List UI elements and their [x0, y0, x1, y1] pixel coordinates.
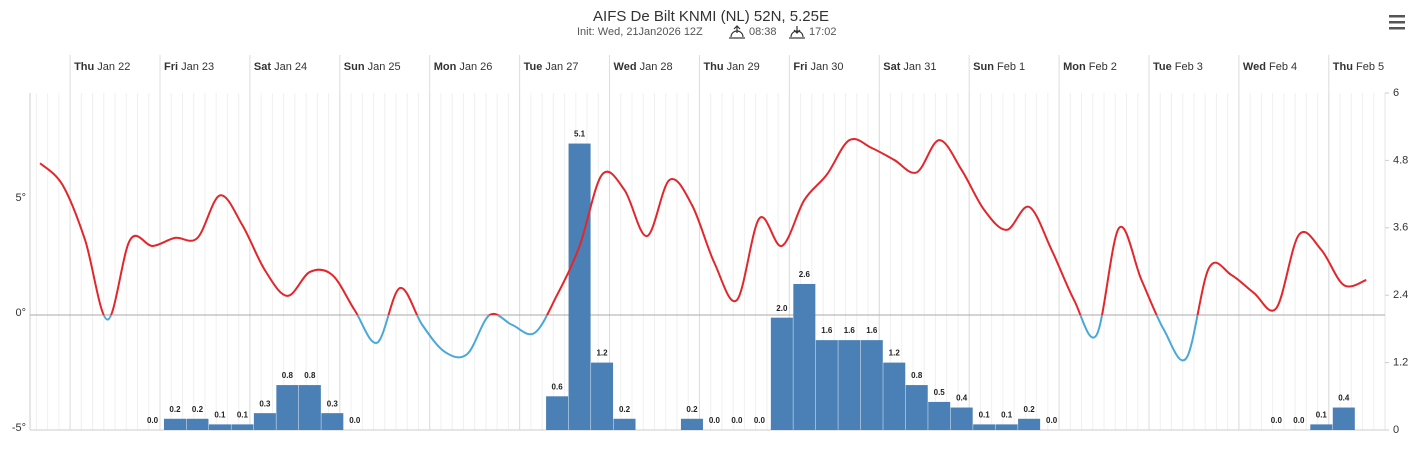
data-label: 0.0	[754, 416, 766, 425]
precip-bar	[1310, 424, 1333, 430]
data-label: 0.2	[1024, 405, 1036, 414]
data-label: 0.1	[214, 410, 226, 419]
data-label: 0.2	[686, 405, 698, 414]
x-tick-label: Wed Feb 4	[1243, 61, 1297, 73]
chart-title: AIFS De Bilt KNMI (NL) 52N, 5.25E	[593, 8, 829, 25]
data-label: 0.2	[192, 405, 204, 414]
precip-bar	[1332, 407, 1355, 430]
precip-bar	[995, 424, 1018, 430]
data-label: 0.2	[619, 405, 631, 414]
y2-tick-label: 3.6	[1393, 222, 1408, 234]
y2-tick-label: 6	[1393, 87, 1399, 99]
data-label: 2.6	[799, 270, 811, 279]
x-tick-label: Thu Jan 22	[74, 61, 130, 73]
data-label: 0.8	[304, 371, 316, 380]
precip-bar	[231, 424, 254, 430]
x-tick-label: Mon Jan 26	[434, 61, 493, 73]
x-tick-label: Fri Jan 23	[164, 61, 214, 73]
y-tick-label: 5°	[15, 192, 26, 204]
precip-bar	[860, 340, 883, 430]
data-label: 5.1	[574, 130, 586, 139]
x-tick-label: Wed Jan 28	[614, 61, 673, 73]
temperature-line	[39, 138, 1367, 362]
data-label: 0.0	[1046, 416, 1058, 425]
x-tick-label: Sun Feb 1	[973, 61, 1025, 73]
precip-bar	[950, 407, 973, 430]
precip-bar	[905, 385, 928, 430]
data-label: 0.4	[1338, 394, 1350, 403]
precip-bar	[321, 413, 344, 430]
data-label: 0.2	[169, 405, 181, 414]
data-label: 0.8	[911, 371, 923, 380]
precip-bar	[928, 401, 951, 430]
precip-bar	[186, 418, 209, 430]
precip-bar	[815, 340, 838, 430]
data-label: 0.1	[1316, 410, 1328, 419]
sunrise-icon	[729, 25, 745, 39]
precip-bar	[680, 418, 703, 430]
chart-subtitle: Init: Wed, 21Jan2026 12Z	[577, 26, 703, 38]
data-label: 0.1	[979, 410, 991, 419]
precip-bar	[208, 424, 231, 430]
sunset-icon	[789, 26, 805, 39]
x-tick-label: Sat Jan 31	[883, 61, 936, 73]
precip-bar	[1018, 418, 1041, 430]
y2-tick-label: 4.8	[1393, 154, 1408, 166]
sunrise-time: 08:38	[749, 26, 777, 38]
precip-bar	[298, 385, 321, 430]
data-label: 0.1	[237, 410, 249, 419]
precip-bar	[613, 418, 636, 430]
data-label: 0.4	[956, 394, 968, 403]
x-tick-label: Tue Jan 27	[524, 61, 579, 73]
data-label: 0.5	[934, 388, 946, 397]
data-label: 1.2	[596, 349, 608, 358]
sunset-time: 17:02	[809, 26, 837, 38]
precip-bar	[838, 340, 861, 430]
precip-bar	[568, 143, 591, 431]
data-label: 0.6	[552, 382, 564, 391]
data-label: 1.6	[844, 326, 856, 335]
menu-button[interactable]	[1389, 15, 1405, 30]
data-label: 0.0	[1271, 416, 1283, 425]
x-tick-label: Tue Feb 3	[1153, 61, 1203, 73]
x-tick-label: Thu Feb 5	[1333, 61, 1384, 73]
x-tick-label: Sun Jan 25	[344, 61, 401, 73]
data-label: 0.0	[349, 416, 361, 425]
data-label: 0.0	[709, 416, 721, 425]
data-label: 1.2	[889, 349, 901, 358]
data-label: 2.0	[776, 304, 788, 313]
x-tick-label: Mon Feb 2	[1063, 61, 1117, 73]
data-label: 0.0	[1293, 416, 1305, 425]
precip-bar	[591, 362, 614, 430]
y-tick-label: 0°	[15, 307, 26, 319]
precip-bar	[276, 385, 299, 430]
x-tick-label: Fri Jan 30	[793, 61, 843, 73]
precip-bar	[253, 413, 276, 430]
data-label: 1.6	[866, 326, 878, 335]
y2-tick-label: 1.2	[1393, 357, 1408, 369]
x-tick-label: Thu Jan 29	[703, 61, 759, 73]
precip-bar	[973, 424, 996, 430]
data-label: 1.6	[821, 326, 833, 335]
data-label: 0.0	[147, 416, 159, 425]
data-label: 0.8	[282, 371, 294, 380]
precip-bar	[883, 362, 906, 430]
data-label: 0.0	[731, 416, 743, 425]
y-tick-label: -5°	[12, 422, 26, 434]
data-label: 0.3	[327, 399, 339, 408]
data-label: 0.3	[259, 399, 271, 408]
y2-tick-label: 0	[1393, 424, 1399, 436]
precip-bar	[163, 418, 186, 430]
precip-bar	[793, 283, 816, 430]
y2-tick-label: 2.4	[1393, 289, 1408, 301]
precip-bar	[770, 317, 793, 430]
data-label: 0.1	[1001, 410, 1013, 419]
x-tick-label: Sat Jan 24	[254, 61, 307, 73]
precip-bar	[546, 396, 569, 430]
